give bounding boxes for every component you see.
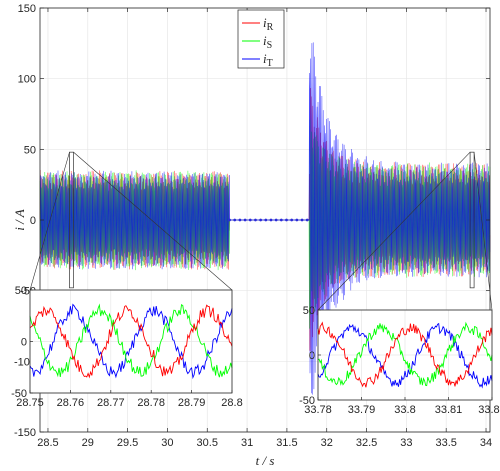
y-axis-label: i / A: [12, 209, 27, 230]
main-x-tick-label: 33: [400, 437, 412, 449]
inset-left-x-tick-label: 28.79: [178, 397, 206, 409]
inset-left-y-tick-label: 0: [21, 337, 27, 349]
inset-left-x-tick-label: 28.75: [16, 397, 44, 409]
inset-left-x-tick-label: 28.78: [137, 397, 165, 409]
main-x-tick-label: 30: [161, 437, 173, 449]
inset-left-plot: 28.75 28.76 28.77 28.78 28.79 28.8 -50 0 50: [11, 151, 243, 409]
legend-label-subscript: S: [267, 40, 273, 51]
zoom-marker-left: [69, 151, 74, 289]
inset-left-series-line-iS: [29, 303, 233, 378]
main-x-tick-label: 29.5: [117, 437, 138, 449]
inset-right-connector: [473, 152, 493, 311]
main-x-tick-label: 30.5: [197, 437, 218, 449]
inset-right-series-line-iS: [317, 321, 493, 387]
inset-right-series-line-iT: [317, 322, 493, 389]
main-x-tick-label: 31: [241, 437, 253, 449]
inset-right-connector: [317, 151, 471, 311]
main-y-tick-label: 150: [18, 3, 36, 15]
inset-right-y-tick-label: 50: [303, 305, 315, 317]
legend-label-iR: iR: [263, 15, 274, 33]
main-x-tick-label: 33.5: [435, 437, 456, 449]
legend-box: [237, 9, 285, 69]
inset-left-series-line-iT: [29, 303, 233, 380]
inset-left-connector: [73, 151, 233, 291]
main-x-tick-label: 29: [82, 437, 94, 449]
inset-right-x-tick-label: 33.82: [478, 404, 500, 416]
inset-right-x-tick-label: 33.8: [394, 404, 415, 416]
legend-label-iS: iS: [263, 33, 272, 51]
inset-right-series-line-iR: [317, 321, 493, 388]
inset-left-connector: [29, 152, 70, 291]
inset-left-x-tick-label: 28.76: [57, 397, 85, 409]
inset-left-y-tick-label: -50: [11, 388, 27, 400]
inset-right-x-tick-label: 33.78: [304, 404, 332, 416]
inset-right-plot: 33.78 33.79 33.8 33.81 33.82 -50 0 50: [299, 151, 500, 416]
main-x-tick-label: 31.5: [276, 437, 297, 449]
legend-label-subscript: R: [267, 22, 274, 33]
main-x-tick-label: 28.5: [37, 437, 58, 449]
zoom-marker-right: [469, 151, 475, 289]
inset-right-x-tick-label: 33.79: [348, 404, 376, 416]
inset-left-series-line-iR: [29, 304, 233, 379]
inset-right-x-tick-label: 33.81: [435, 404, 463, 416]
main-x-tick-label: 34: [480, 437, 492, 449]
main-x-tick-label: 32: [321, 437, 333, 449]
main-y-tick-label: 0: [30, 215, 36, 227]
inset-left-y-tick-label: 50: [15, 285, 27, 297]
inset-right-y-tick-label: 0: [309, 350, 315, 362]
inset-right-y-tick-label: -50: [299, 395, 315, 407]
inset-left-x-tick-label: 28.8: [221, 397, 242, 409]
main-x-tick-label: 32.5: [356, 437, 377, 449]
legend-label-subscript: T: [267, 58, 273, 69]
main-y-tick-label: 50: [24, 144, 36, 156]
main-y-tick-label: 100: [18, 74, 36, 86]
legend-label-iT: iT: [263, 51, 273, 69]
x-axis-label: t / s: [256, 453, 275, 468]
inset-left-x-tick-label: 28.77: [97, 397, 125, 409]
main-y-tick-label: -150: [14, 427, 36, 439]
